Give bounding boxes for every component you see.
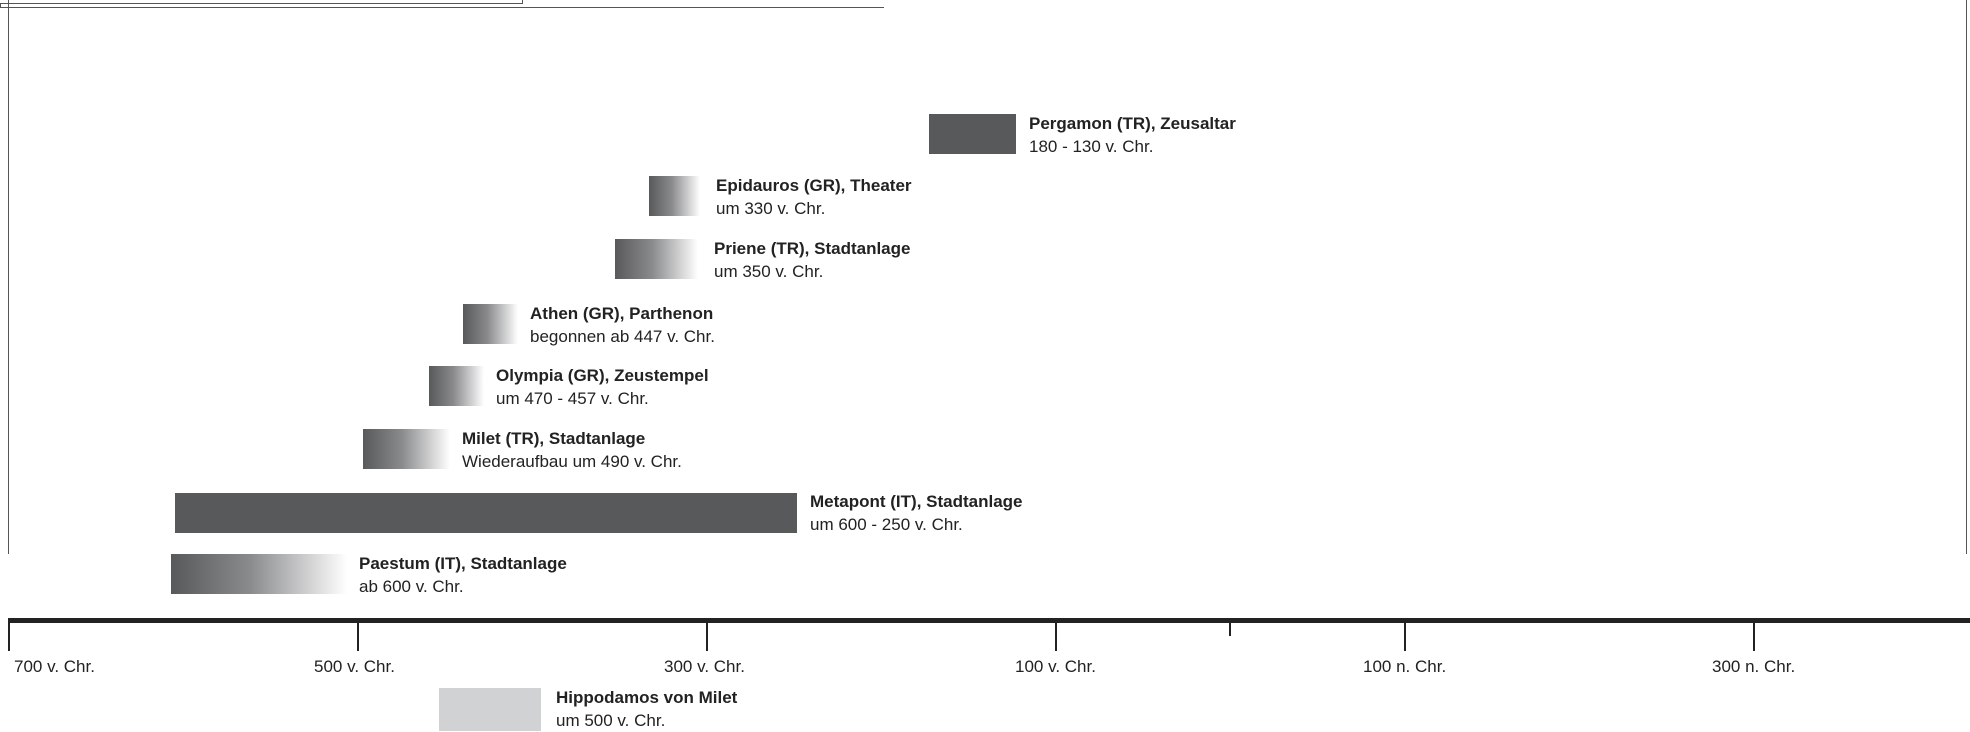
event-title: Paestum (IT), Stadtanlage: [359, 554, 567, 573]
event-label-metapont: Metapont (IT), Stadtanlage um 600 - 250 …: [810, 490, 1023, 536]
event-title: Priene (TR), Stadtanlage: [714, 239, 911, 258]
event-bar-athen: [463, 304, 518, 344]
event-title: Epidauros (GR), Theater: [716, 176, 912, 195]
axis-tick-minor: [1229, 618, 1231, 636]
person-date: um 500 v. Chr.: [556, 711, 666, 730]
event-label-olympia: Olympia (GR), Zeustempel um 470 - 457 v.…: [496, 364, 709, 410]
event-label-pergamon: Pergamon (TR), Zeusaltar 180 - 130 v. Ch…: [1029, 112, 1236, 158]
event-title: Pergamon (TR), Zeusaltar: [1029, 114, 1236, 133]
event-title: Metapont (IT), Stadtanlage: [810, 492, 1023, 511]
axis-tick: [706, 618, 708, 651]
event-bar-milet: [363, 429, 450, 469]
event-date: begonnen ab 447 v. Chr.: [530, 327, 715, 346]
event-date: Wiederaufbau um 490 v. Chr.: [462, 452, 682, 471]
event-bar-pergamon: [929, 114, 1016, 154]
event-bar-priene: [615, 239, 698, 279]
axis-tick-label: 700 v. Chr.: [14, 657, 95, 676]
event-title: Olympia (GR), Zeustempel: [496, 366, 709, 385]
axis-tick-label: 300 n. Chr.: [1712, 657, 1796, 676]
event-label-milet: Milet (TR), Stadtanlage Wiederaufbau um …: [462, 427, 682, 473]
event-date: um 600 - 250 v. Chr.: [810, 515, 963, 534]
event-date: 180 - 130 v. Chr.: [1029, 137, 1154, 156]
event-bar-paestum: [171, 554, 347, 594]
event-bar-epidauros: [649, 176, 700, 216]
event-label-epidauros: Epidauros (GR), Theater um 330 v. Chr.: [716, 174, 912, 220]
event-date: um 330 v. Chr.: [716, 199, 826, 218]
frame-top-right-corner: [0, 4, 884, 8]
frame-left-border: [8, 0, 9, 554]
axis-tick: [1404, 618, 1406, 651]
axis-tick-label: 300 v. Chr.: [664, 657, 745, 676]
event-label-paestum: Paestum (IT), Stadtanlage ab 600 v. Chr.: [359, 552, 567, 598]
axis-tick-label: 100 n. Chr.: [1363, 657, 1447, 676]
axis-tick: [8, 618, 10, 651]
event-date: um 350 v. Chr.: [714, 262, 824, 281]
event-bar-metapont: [175, 493, 797, 533]
axis-tick-label: 100 v. Chr.: [1015, 657, 1096, 676]
person-bar-hippodamos: [439, 688, 541, 731]
frame-right-border: [1966, 0, 1967, 554]
event-label-athen: Athen (GR), Parthenon begonnen ab 447 v.…: [530, 302, 715, 348]
event-date: um 470 - 457 v. Chr.: [496, 389, 649, 408]
axis-tick: [1753, 618, 1755, 651]
axis-tick-label: 500 v. Chr.: [314, 657, 395, 676]
person-label-hippodamos: Hippodamos von Milet um 500 v. Chr.: [556, 686, 737, 732]
event-label-priene: Priene (TR), Stadtanlage um 350 v. Chr.: [714, 237, 910, 283]
event-date: ab 600 v. Chr.: [359, 577, 464, 596]
frame-top-left-corner: [0, 0, 523, 4]
person-name: Hippodamos von Milet: [556, 688, 738, 707]
event-title: Athen (GR), Parthenon: [530, 304, 714, 323]
event-title: Milet (TR), Stadtanlage: [462, 429, 646, 448]
axis-tick: [1055, 618, 1057, 651]
axis-tick: [357, 618, 359, 651]
event-bar-olympia: [429, 366, 484, 406]
timeline-axis: [8, 618, 1970, 623]
